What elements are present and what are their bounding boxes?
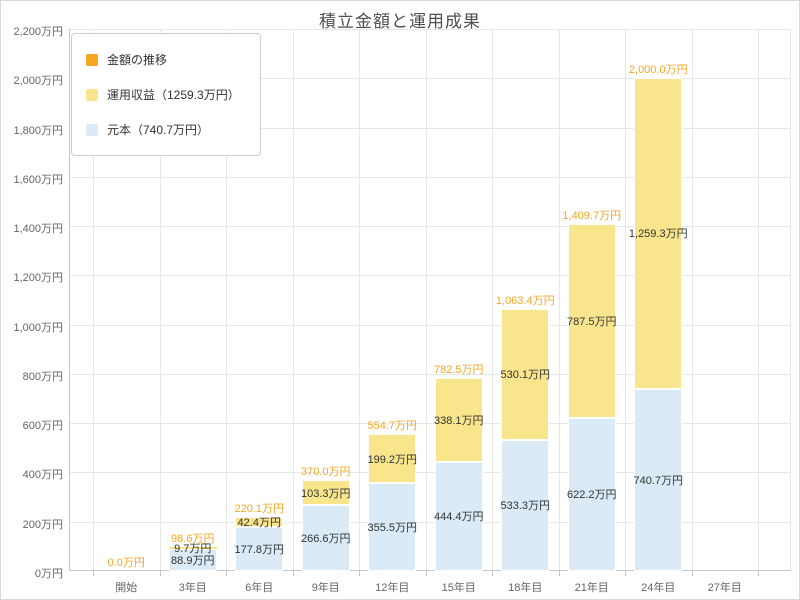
y-axis-label: 0万円 bbox=[34, 568, 63, 580]
y-axis-label: 2,000万円 bbox=[13, 75, 63, 88]
x-axis-label: 15年目 bbox=[441, 582, 476, 594]
legend-item-label: 元本（740.7万円） bbox=[107, 123, 210, 137]
stack-total-label: 1,409.7万円 bbox=[562, 209, 622, 222]
x-axis-label: 18年目 bbox=[508, 582, 543, 594]
x-axis-tick bbox=[691, 571, 693, 576]
legend-item[interactable]: 元本（740.7万円） bbox=[86, 112, 240, 147]
gridline-horizontal bbox=[69, 373, 791, 375]
x-axis-label: 12年目 bbox=[375, 582, 410, 594]
x-axis-tick bbox=[558, 571, 560, 576]
gridline-horizontal bbox=[69, 78, 791, 80]
gridline-vertical bbox=[790, 29, 791, 571]
stack-total-label: 782.5万円 bbox=[433, 364, 484, 377]
bar-segment[interactable] bbox=[501, 439, 550, 571]
legend-marker-icon bbox=[86, 88, 98, 101]
bar-segment[interactable] bbox=[501, 309, 550, 440]
x-axis-tick bbox=[492, 571, 493, 576]
y-axis-label: 1,400万円 bbox=[13, 223, 63, 236]
bar-segment[interactable] bbox=[301, 505, 350, 571]
x-axis-tick bbox=[625, 571, 626, 576]
gridline-horizontal bbox=[69, 275, 791, 277]
gridline-vertical bbox=[226, 29, 227, 571]
x-axis-label: 21年目 bbox=[574, 582, 609, 594]
gridline-vertical bbox=[292, 29, 294, 571]
bar-segment[interactable] bbox=[567, 417, 616, 571]
bar-segment[interactable] bbox=[235, 516, 284, 528]
y-axis-label: 1,800万円 bbox=[13, 124, 63, 137]
bar-segment[interactable] bbox=[168, 546, 217, 550]
y-axis-label: 1,000万円 bbox=[13, 321, 63, 334]
stack-total-label: 220.1万円 bbox=[234, 502, 285, 515]
stack-total-label: 98.6万円 bbox=[171, 532, 215, 545]
y-axis-label: 200万円 bbox=[22, 518, 63, 531]
stack-total-label: 2,000.0万円 bbox=[628, 64, 688, 77]
bar-segment[interactable] bbox=[434, 461, 483, 571]
legend-item[interactable]: 運用収益（1259.3万円） bbox=[86, 77, 240, 112]
gridline-vertical bbox=[159, 29, 161, 571]
legend-item-label: 金額の推移 bbox=[107, 53, 168, 67]
bar-segment[interactable] bbox=[368, 483, 417, 571]
gridline-horizontal bbox=[69, 176, 791, 178]
y-axis-label: 1,600万円 bbox=[13, 173, 63, 186]
gridline-vertical bbox=[625, 29, 626, 571]
gridline-horizontal bbox=[69, 521, 791, 523]
y-axis-line bbox=[69, 29, 70, 571]
stack-total-label: 554.7万円 bbox=[367, 420, 418, 433]
y-axis-label: 2,200万円 bbox=[13, 26, 63, 38]
gridline-vertical bbox=[492, 29, 493, 571]
legend-item[interactable]: 金額の推移 bbox=[86, 42, 240, 77]
stack-total-label: 0.0万円 bbox=[107, 557, 145, 569]
gridline-vertical bbox=[93, 29, 94, 571]
gridline-vertical bbox=[359, 29, 360, 571]
gridline-vertical bbox=[691, 29, 693, 571]
legend: 金額の推移運用収益（1259.3万円） 元本（740.7万円） bbox=[71, 33, 261, 156]
bar-segment[interactable] bbox=[634, 78, 683, 389]
gridline-horizontal bbox=[69, 226, 791, 228]
x-axis-label: 6年目 bbox=[245, 582, 274, 594]
bar-segment[interactable] bbox=[168, 549, 217, 571]
legend-marker-icon bbox=[86, 123, 98, 136]
stack-total-label: 1,063.4万円 bbox=[495, 295, 555, 308]
gridline-horizontal bbox=[69, 472, 791, 474]
gridline-vertical bbox=[558, 29, 560, 571]
bar-segment[interactable] bbox=[368, 434, 417, 484]
x-axis-tick bbox=[758, 571, 759, 576]
y-axis-label: 400万円 bbox=[22, 469, 63, 482]
bar-segment[interactable] bbox=[434, 378, 483, 462]
x-axis-tick bbox=[292, 571, 294, 576]
gridline-horizontal bbox=[69, 127, 791, 129]
y-axis-label: 600万円 bbox=[22, 420, 63, 433]
chart-title: 積立金額と運用成果 bbox=[319, 12, 481, 31]
gridline-vertical bbox=[758, 29, 759, 571]
bar-segment[interactable] bbox=[301, 479, 350, 506]
gridline-horizontal bbox=[69, 29, 791, 30]
x-axis-tick bbox=[226, 571, 227, 576]
x-axis-tick bbox=[359, 571, 360, 576]
legend-marker-icon bbox=[86, 53, 98, 66]
bar-segment[interactable] bbox=[235, 527, 284, 571]
gridline-horizontal bbox=[69, 324, 791, 326]
y-axis-label: 1,200万円 bbox=[13, 272, 63, 285]
x-axis-label: 27年目 bbox=[707, 582, 742, 594]
x-axis-tick bbox=[93, 571, 94, 576]
x-axis-tick bbox=[425, 571, 427, 576]
legend-item-label: 運用収益（1259.3万円） bbox=[107, 88, 240, 102]
plot-area: 0.0万円 88.9万円 9.7万円 98.6万円 177.8万円 42.4万円 220.1… bbox=[69, 29, 791, 571]
x-axis-label: 9年目 bbox=[311, 582, 340, 594]
x-axis-tick bbox=[159, 571, 161, 576]
bar-segment[interactable] bbox=[634, 388, 683, 571]
y-axis-label: 800万円 bbox=[22, 370, 63, 383]
x-axis-label: 24年目 bbox=[641, 582, 676, 594]
bar-segment[interactable] bbox=[567, 223, 616, 418]
stack-total-label: 370.0万円 bbox=[300, 465, 351, 478]
gridline-horizontal bbox=[69, 423, 791, 425]
x-axis-line bbox=[69, 570, 791, 571]
x-axis-label: 開始 bbox=[115, 582, 138, 594]
x-axis-label: 3年目 bbox=[178, 582, 207, 594]
gridline-vertical bbox=[425, 29, 427, 571]
